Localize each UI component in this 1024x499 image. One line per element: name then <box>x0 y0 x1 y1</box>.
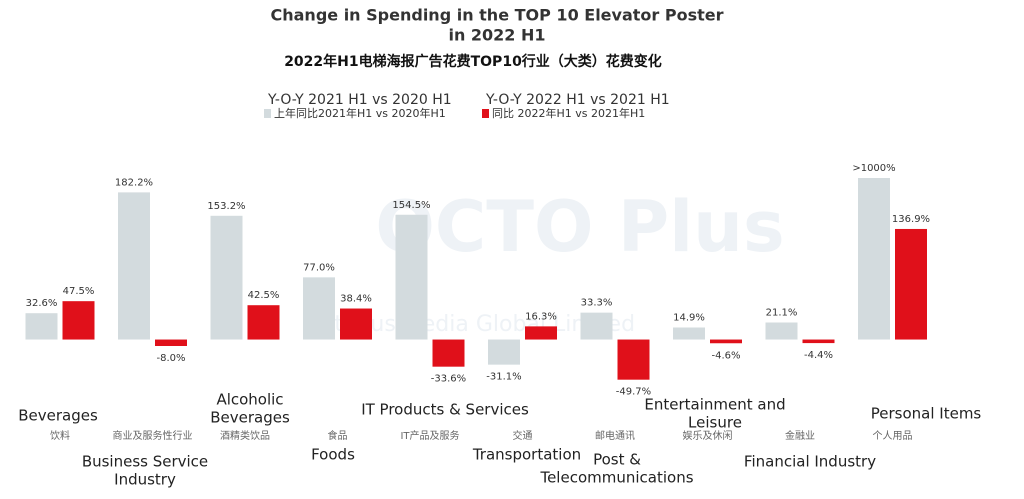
bar <box>580 312 613 340</box>
bar <box>765 322 798 340</box>
watermark: OCTO Plus <box>375 186 784 268</box>
category-label: 酒精类饮品 <box>220 429 270 442</box>
value-label: -33.6% <box>431 374 466 385</box>
chart-subtitle: 2022年H1电梯海报广告花费TOP10行业（大类）花费变化 <box>284 53 662 70</box>
category-label: 金融业 <box>785 429 815 442</box>
value-label: -4.4% <box>804 350 833 361</box>
category-label-en: Entertainment and <box>644 396 785 414</box>
value-label: 33.3% <box>581 298 613 309</box>
value-label: 153.2% <box>207 201 245 212</box>
value-label: 154.5% <box>392 200 430 211</box>
value-label: 136.9% <box>892 214 930 225</box>
category-label-en: Financial Industry <box>744 453 876 471</box>
category-label-en: Alcoholic <box>216 391 283 409</box>
value-label: -31.1% <box>486 372 521 383</box>
legend-label: 上年同比2021年H1 vs 2020年H1 <box>274 106 446 120</box>
category-label: 个人用品 <box>873 430 913 442</box>
legend-swatch <box>482 109 489 118</box>
bar <box>340 308 372 340</box>
category-label: 交通 <box>513 429 533 442</box>
category-label-en: IT Products & Services <box>361 401 529 419</box>
bar <box>25 313 58 340</box>
bar <box>488 339 520 365</box>
category-label-en: Leisure <box>688 414 742 432</box>
bar <box>858 178 890 340</box>
value-label: -49.7% <box>616 387 651 398</box>
legend-label: 同比 2022年H1 vs 2021年H1 <box>492 106 645 120</box>
chart-title: in 2022 H1 <box>448 26 545 45</box>
value-label: 47.5% <box>63 286 95 297</box>
legend-swatch <box>264 109 271 118</box>
bar <box>395 214 428 340</box>
category-label: IT产品及服务 <box>400 429 459 442</box>
value-label: 32.6% <box>26 298 58 309</box>
value-label: 182.2% <box>115 177 153 188</box>
bar <box>802 339 835 344</box>
chart-title: Change in Spending in the TOP 10 Elevato… <box>271 6 724 25</box>
value-label: >1000% <box>852 163 895 174</box>
bar <box>673 327 705 340</box>
value-label: -4.6% <box>711 350 740 361</box>
value-label: 38.4% <box>340 294 372 305</box>
value-label: 16.3% <box>525 311 557 322</box>
category-label-en: Business Service <box>82 453 208 471</box>
category-label-en: Telecommunications <box>539 469 693 487</box>
bar <box>710 339 742 344</box>
plot <box>25 178 927 380</box>
bar <box>617 339 650 380</box>
value-label: 42.5% <box>248 290 280 301</box>
legend-header: Y-O-Y 2022 H1 vs 2021 H1 <box>485 92 670 108</box>
category-label-en: Beverages <box>210 409 290 427</box>
value-label: -8.0% <box>156 353 185 364</box>
bar <box>210 215 243 340</box>
category-label: 食品 <box>328 429 348 442</box>
bar <box>525 326 557 340</box>
category-label-en: Transportation <box>472 446 581 464</box>
category-label: 商业及服务性行业 <box>113 429 193 442</box>
category-label-en: Personal Items <box>871 405 982 423</box>
category-label-en: Industry <box>114 471 176 489</box>
value-label: 77.0% <box>303 262 335 273</box>
category-label: 邮电通讯 <box>595 429 635 442</box>
category-label-en: Foods <box>311 446 355 464</box>
legend-header: Y-O-Y 2021 H1 vs 2020 H1 <box>267 92 452 108</box>
category-label-en: Post & <box>593 451 641 469</box>
bar <box>118 192 150 340</box>
bar <box>62 301 95 340</box>
category-label: 娱乐及休闲 <box>683 429 733 442</box>
category-label: 饮料 <box>50 429 70 442</box>
bar <box>155 339 187 346</box>
bar <box>895 228 927 340</box>
value-label: 14.9% <box>673 313 705 324</box>
bar <box>432 339 465 367</box>
bar <box>247 305 280 340</box>
value-label: 21.1% <box>766 307 798 318</box>
bar <box>303 277 335 340</box>
category-label-en: Beverages <box>18 407 98 425</box>
